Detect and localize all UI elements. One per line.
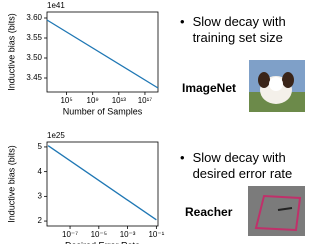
x-axis-label: Number of Samples (63, 106, 143, 116)
x-tick-label: 10⁻³ (120, 230, 136, 239)
plot-frame (47, 12, 158, 92)
x-tick-label: 10⁻⁵ (91, 230, 107, 239)
x-tick-label: 10⁹ (87, 96, 99, 105)
bullet: • (180, 150, 185, 182)
line (47, 20, 158, 88)
bullet-1: •Slow decay with training set size (180, 14, 311, 46)
x-tick-label: 10⁵ (60, 96, 72, 105)
imagenet-image (249, 60, 305, 112)
bullet-text: Slow decay with training set size (193, 14, 311, 46)
y-axis-label: Inductive bias (bits) (6, 13, 16, 91)
x-tick-label: 10⁻¹ (148, 230, 164, 239)
y-tick-label: 4 (38, 167, 43, 176)
x-tick-label: 10⁻⁷ (62, 230, 78, 239)
x-tick-label: 10¹⁷ (138, 96, 153, 105)
y-tick-label: 2 (38, 216, 43, 225)
reacher-image (248, 186, 305, 236)
y-tick-label: 5 (38, 142, 43, 151)
y-axis-label: Inductive bias (bits) (6, 145, 16, 223)
figure: 3.45 3.50 3.55 3.60 10⁵ 10⁹ 10¹³ 10¹⁷ 1e41 Number… (0, 0, 323, 244)
y-tick-label: 3 (38, 191, 43, 200)
y-tick-label: 3.50 (26, 53, 42, 62)
offset-text: 1e41 (47, 1, 65, 10)
y-tick-label: 3.55 (26, 33, 42, 42)
bullet-2: •Slow decay with desired error rate (180, 150, 311, 182)
offset-text: 1e25 (47, 131, 65, 140)
panel-label: Reacher (185, 205, 232, 219)
y-tick-label: 3.60 (26, 13, 42, 22)
x-axis-label: Desired Error Rate (65, 240, 140, 244)
panel-label: ImageNet (182, 81, 236, 95)
y-tick-label: 3.45 (26, 73, 42, 82)
bullet-text: Slow decay with desired error rate (193, 150, 311, 182)
x-tick-label: 10¹³ (112, 96, 127, 105)
line (48, 146, 156, 220)
plot-frame (47, 142, 158, 226)
bullet: • (180, 14, 185, 46)
